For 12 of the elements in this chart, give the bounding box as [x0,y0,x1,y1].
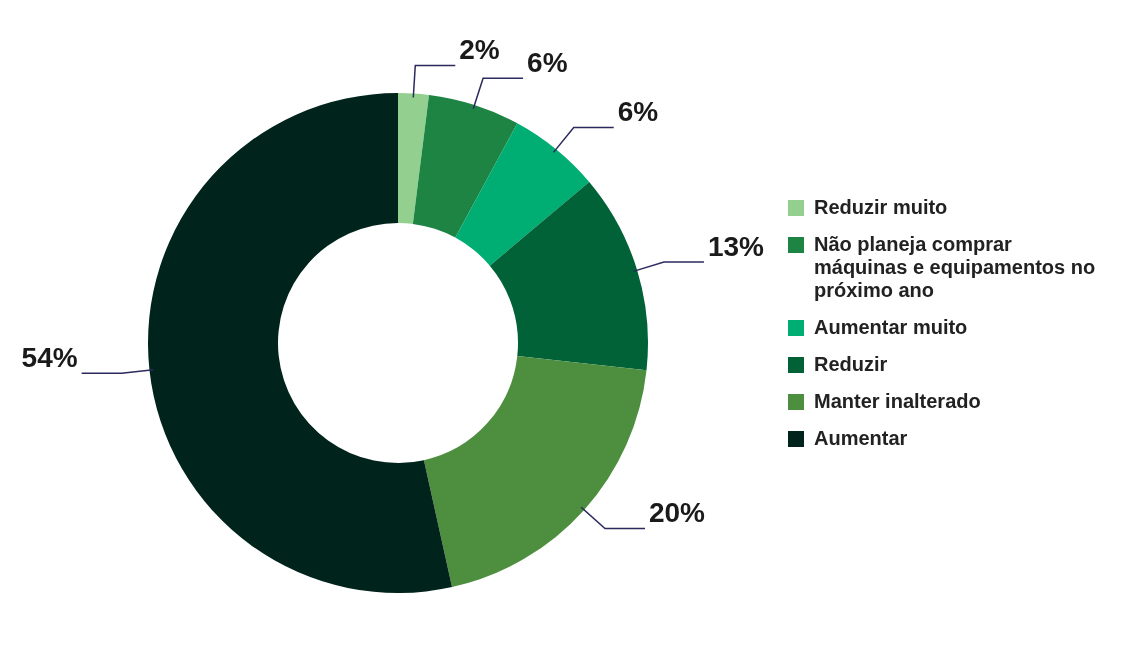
data-label: 2% [459,34,500,66]
data-label: 13% [707,230,765,262]
data-label: 6% [617,96,659,128]
data-label: 54% [21,341,78,373]
data-label: 20% [648,497,706,529]
legend-label: Reduzir muito [814,196,948,219]
legend-label: Não planeja comprar máquinas e equipamentos no próximo ano [814,233,1097,302]
legend-label: Aumentar muito [814,316,968,339]
legend-label: Manter inalterado [814,390,981,413]
data-label: 6% [527,47,568,79]
legend-label: Aumentar [814,427,908,450]
legend-label: Reduzir [814,353,888,376]
